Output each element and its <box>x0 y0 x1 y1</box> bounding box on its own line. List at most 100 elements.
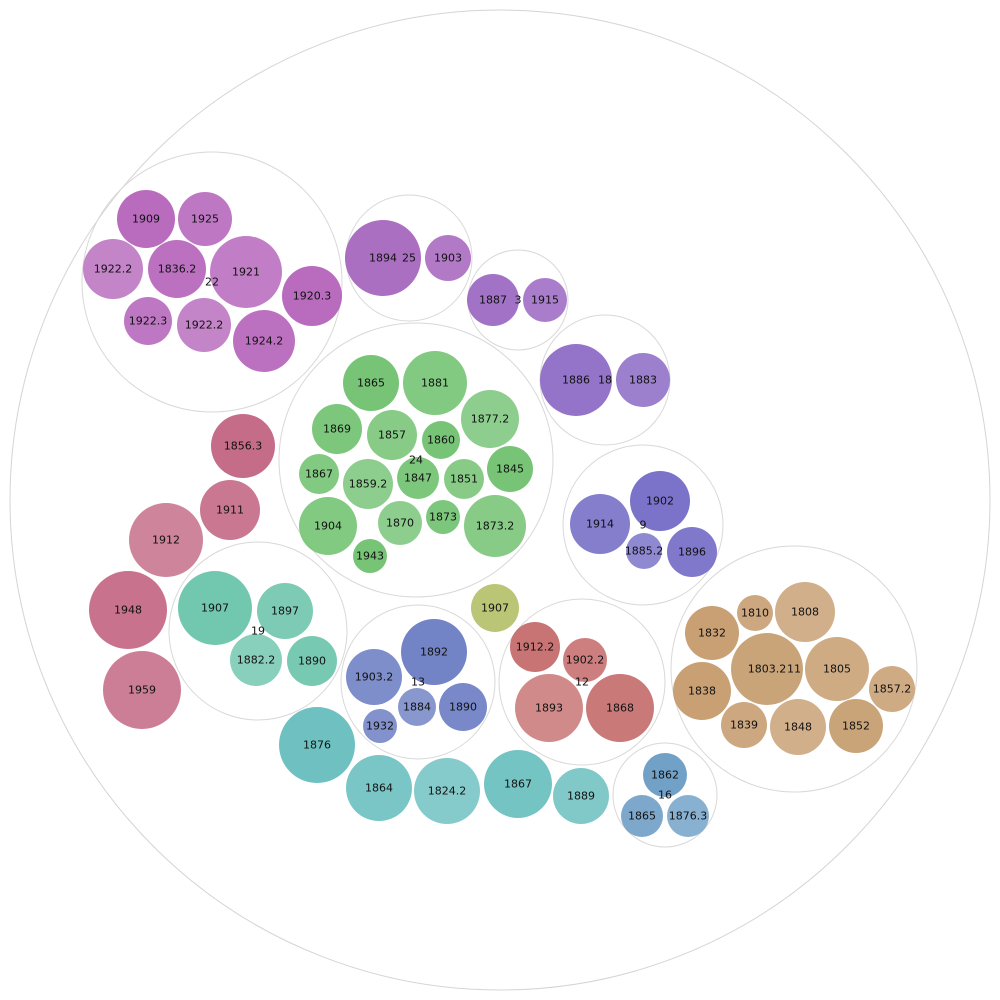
bubble[interactable] <box>200 480 260 540</box>
bubble[interactable] <box>422 421 460 459</box>
bubble-label: 1836.2 <box>158 263 197 276</box>
bubble[interactable] <box>83 239 143 299</box>
bubble[interactable] <box>211 414 275 478</box>
bubble[interactable] <box>616 353 670 407</box>
bubble[interactable] <box>621 795 663 837</box>
bubble[interactable] <box>299 497 357 555</box>
bubble[interactable] <box>467 274 519 326</box>
bubble[interactable] <box>177 298 231 352</box>
bubble[interactable] <box>343 355 399 411</box>
bubble[interactable] <box>210 236 282 308</box>
bubble-label: 1921 <box>232 266 260 279</box>
bubble[interactable] <box>403 351 467 415</box>
bubble-label: 1894 <box>369 252 397 265</box>
bubble-label: 1838 <box>688 685 716 698</box>
bubble[interactable] <box>553 768 609 824</box>
bubble[interactable] <box>737 595 773 631</box>
bubble[interactable] <box>129 503 203 577</box>
bubble[interactable] <box>378 501 422 545</box>
bubble[interactable] <box>775 582 835 642</box>
bubble[interactable] <box>869 666 915 712</box>
bubble[interactable] <box>178 192 232 246</box>
bubble[interactable] <box>312 404 362 454</box>
bubble[interactable] <box>363 709 397 743</box>
bubble[interactable] <box>367 410 417 460</box>
bubble-label: 1897 <box>271 605 299 618</box>
bubble[interactable] <box>287 636 337 686</box>
bubble[interactable] <box>464 495 526 557</box>
bubble[interactable] <box>770 699 826 755</box>
bubble[interactable] <box>731 633 803 705</box>
bubble-group: 1876 1864 1824.2 1867 1889 <box>279 707 609 824</box>
bubble[interactable] <box>89 571 167 649</box>
bubble-label: 1867 <box>504 778 532 791</box>
bubble[interactable] <box>257 583 313 639</box>
bubble[interactable] <box>484 750 552 818</box>
group-boundary-circle <box>340 604 496 760</box>
bubble[interactable] <box>643 753 687 797</box>
bubble[interactable] <box>523 278 567 322</box>
bubble[interactable] <box>178 571 252 645</box>
bubble[interactable] <box>414 758 480 824</box>
group-label: 3 <box>515 294 522 307</box>
bubble[interactable] <box>444 459 484 499</box>
bubble[interactable] <box>540 344 612 416</box>
bubble[interactable] <box>471 584 519 632</box>
bubble-label: 1876 <box>303 739 331 752</box>
bubble[interactable] <box>124 297 172 345</box>
bubble[interactable] <box>570 494 630 554</box>
bubble[interactable] <box>667 795 709 837</box>
bubble[interactable] <box>343 459 393 509</box>
bubble[interactable] <box>233 310 295 372</box>
bubble-group: 1887 1915 3 <box>467 249 569 351</box>
bubble[interactable] <box>673 662 731 720</box>
bubble[interactable] <box>397 457 439 499</box>
bubble[interactable] <box>439 683 487 731</box>
bubble-label: 1922.3 <box>129 315 168 328</box>
bubble[interactable] <box>103 651 181 729</box>
bubble[interactable] <box>829 699 883 753</box>
bubble[interactable] <box>117 190 175 248</box>
bubble-group: 1907 <box>471 584 519 632</box>
bubble[interactable] <box>148 240 206 298</box>
bubble-group: 1912.2 1902.2 1893 1868 12 <box>498 598 666 766</box>
bubble[interactable] <box>685 606 739 660</box>
bubble[interactable] <box>425 235 471 281</box>
bubble-label: 1915 <box>531 294 559 307</box>
bubble-label: 1890 <box>298 655 326 668</box>
bubble[interactable] <box>346 649 402 705</box>
bubble[interactable] <box>586 674 654 742</box>
bubble[interactable] <box>563 638 607 682</box>
bubble[interactable] <box>398 688 436 726</box>
bubble[interactable] <box>426 500 460 534</box>
bubble[interactable] <box>461 390 519 448</box>
bubble-label: 1885.2 <box>625 545 664 558</box>
bubble[interactable] <box>346 755 412 821</box>
bubble[interactable] <box>487 446 533 492</box>
bubble[interactable] <box>515 674 583 742</box>
bubble[interactable] <box>345 220 421 296</box>
bubble[interactable] <box>279 707 355 783</box>
bubble[interactable] <box>230 634 282 686</box>
bubble[interactable] <box>299 454 339 494</box>
group-label: 9 <box>640 519 647 532</box>
bubble-label: 1865 <box>628 810 656 823</box>
bubble[interactable] <box>630 471 690 531</box>
bubble[interactable] <box>353 539 387 573</box>
bubble[interactable] <box>282 266 342 326</box>
bubble-group: 1894 1903 25 <box>345 194 473 322</box>
bubble-label: 1948 <box>114 604 142 617</box>
bubble[interactable] <box>667 527 717 577</box>
bubble[interactable] <box>805 637 869 701</box>
bubble[interactable] <box>626 533 662 569</box>
bubble[interactable] <box>401 619 467 685</box>
bubble-group: 1902 1914 1885.2 1896 9 <box>562 444 724 606</box>
bubble[interactable] <box>721 702 767 748</box>
bubble-label: 1893 <box>535 702 563 715</box>
bubble[interactable] <box>510 622 560 672</box>
group-boundary-circle <box>81 151 343 413</box>
bubble-group: 1892 1903.2 1884 1890 1932 13 <box>340 604 496 760</box>
group-label: 16 <box>658 789 672 802</box>
bubble-group: 1856.3 1911 1912 1948 1959 <box>89 414 275 729</box>
bubble-group: 1862 1865 1876.3 16 <box>612 742 718 848</box>
